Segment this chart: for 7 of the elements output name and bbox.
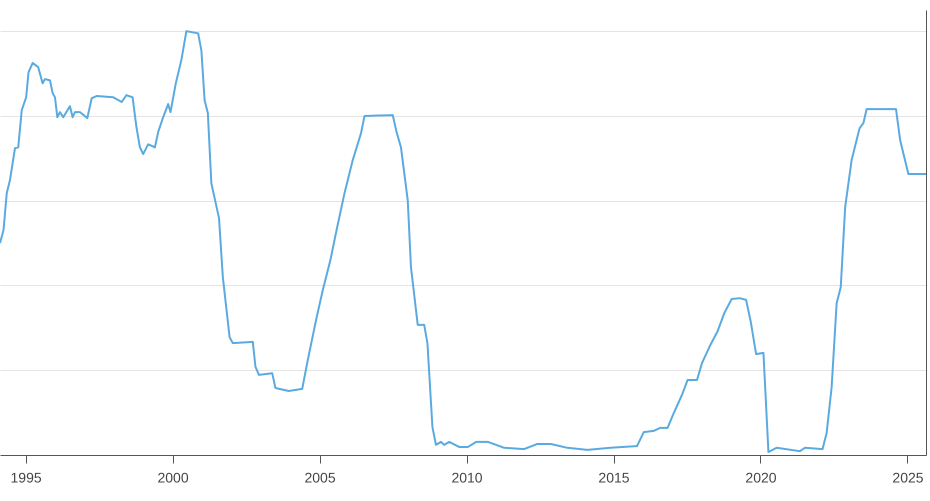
x-tick-label: 2015 [598,470,630,486]
x-tick-label: 2010 [451,470,483,486]
x-tick-label: 2020 [745,470,777,486]
x-tick-label: 1995 [10,470,42,486]
x-tick-label: 2005 [304,470,336,486]
x-tick-label: 2000 [157,470,189,486]
x-tick-label: 2025 [892,470,924,486]
